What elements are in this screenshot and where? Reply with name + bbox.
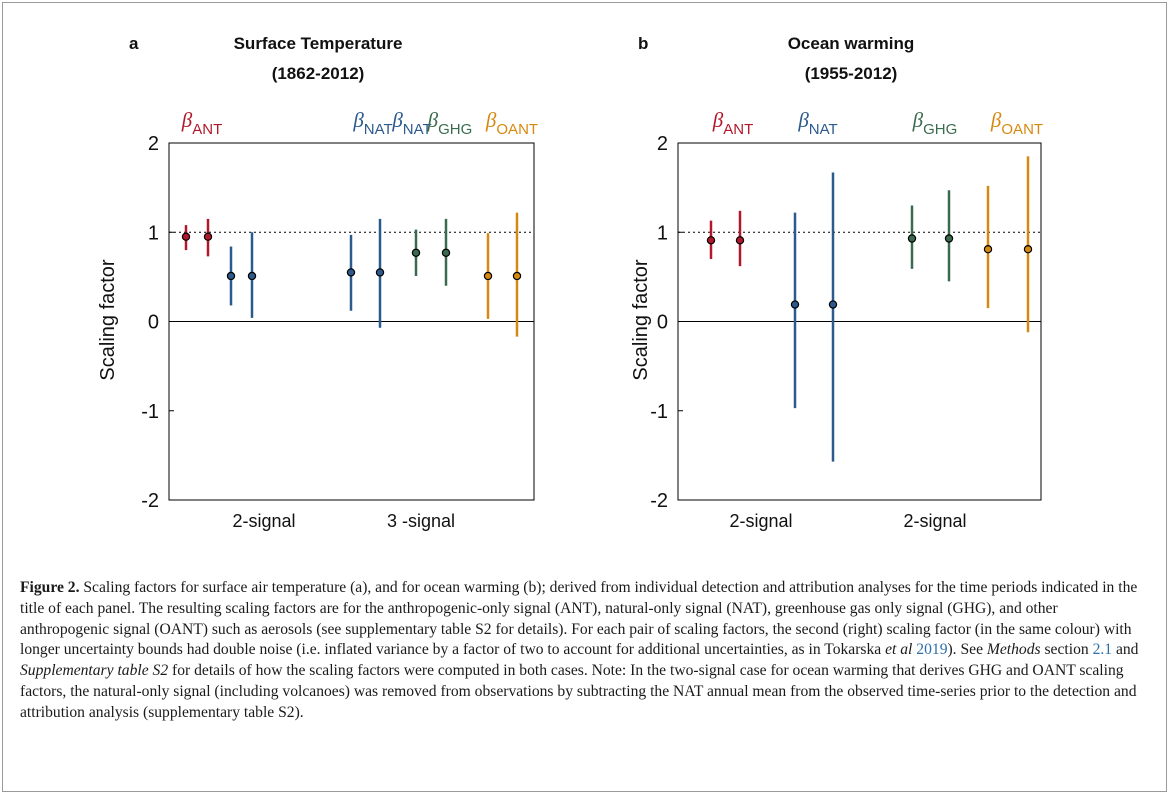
panel-a-beta-label-oant: βOANT xyxy=(485,108,538,138)
panel-b-ytick-label: 0 xyxy=(657,312,668,334)
panel-b-best-estimate-nat xyxy=(828,300,838,309)
panel-a-ytick-label: -1 xyxy=(141,401,159,423)
panel-b-beta-label-ant: βANT xyxy=(712,108,753,138)
panel-b-ytick-label: -1 xyxy=(650,401,668,423)
caption-methods: Methods xyxy=(986,641,1041,659)
caption-text-5: for details of how the scaling factors w… xyxy=(20,662,1137,721)
panel-a-group-label-2: 3 -signal xyxy=(387,511,455,531)
panel-a-ytick-label: 1 xyxy=(148,222,159,244)
panel-b-best-estimate-ghg xyxy=(944,234,954,243)
panel-a-best-estimate-ghg xyxy=(441,248,451,257)
panel-b-best-estimate-nat xyxy=(790,300,800,309)
panel-a-best-estimate-ant xyxy=(203,232,213,241)
panel-a-best-estimate-ant xyxy=(181,232,191,241)
caption-text-4: and xyxy=(1112,641,1139,659)
panel-a-best-estimate-oant xyxy=(512,271,522,281)
panel-b-best-estimate-oant xyxy=(983,245,993,254)
caption-supplementary: Supplementary table S2 xyxy=(20,662,169,680)
panel-a-ytick-label: 0 xyxy=(148,312,159,334)
panel-a-best-estimate-nat xyxy=(247,271,257,281)
panel-a-beta-label-ant: βANT xyxy=(181,108,222,138)
panel-b-beta-label-oant: βOANT xyxy=(990,108,1043,138)
panel-b-beta-label-ghg: βGHG xyxy=(912,108,958,138)
panel-a-best-estimate-nat xyxy=(375,268,385,277)
panel-b-ytick-label: -2 xyxy=(650,490,668,512)
panel-a-best-estimate-oant xyxy=(483,271,493,281)
panel-a-best-estimate-ghg xyxy=(411,248,421,257)
panel-b: b Ocean warming (1955-2012) Scaling fact… xyxy=(630,34,967,531)
caption-section-link[interactable]: 2.1 xyxy=(1092,641,1113,659)
panel-a-best-estimate-nat xyxy=(226,271,236,281)
panel-b-letter: b xyxy=(638,34,648,53)
caption-label: Figure 2. xyxy=(20,579,80,596)
panel-a-beta-label-ghg: βGHG xyxy=(427,108,473,138)
panel-a-ylabel: Scaling factor xyxy=(97,259,119,381)
panel-a-title: Surface Temperature xyxy=(234,34,403,53)
panel-b-subtitle: (1955-2012) xyxy=(805,64,898,83)
panel-b-ytick-label: 1 xyxy=(657,222,668,244)
panel-b-best-estimate-ant xyxy=(735,236,745,245)
panel-b-best-estimate-ant xyxy=(706,236,716,245)
caption-text-1: Scaling factors for surface air temperat… xyxy=(20,579,1138,659)
panel-a-letter: a xyxy=(129,34,139,53)
caption-text-2: ). See xyxy=(947,641,987,659)
panel-b-ytick-label: 2 xyxy=(657,133,668,155)
panel-a-beta-label-nat: βNAT xyxy=(391,108,431,138)
panel-a-best-estimate-nat xyxy=(346,268,356,277)
panel-b-group-label-2: 2-signal xyxy=(903,511,966,531)
panel-b-group-label-1: 2-signal xyxy=(729,511,792,531)
panel-a: a Surface Temperature (1862-2012) Scalin… xyxy=(97,34,455,531)
panel-b-best-estimate-oant xyxy=(1023,245,1033,254)
figure-caption: Figure 2. Scaling factors for surface ai… xyxy=(20,578,1150,724)
panel-b-title: Ocean warming xyxy=(788,34,915,53)
panel-a-beta-label-nat: βNAT xyxy=(352,108,392,138)
caption-citation-link[interactable]: 2019 xyxy=(916,641,948,659)
panel-a-subtitle: (1862-2012) xyxy=(272,64,365,83)
caption-text-3: section xyxy=(1040,641,1093,659)
panel-b-marks: -2 -1 0 1 2 βANT βNAT βGHG βOANT xyxy=(650,108,1043,512)
panel-b-ylabel: Scaling factor xyxy=(630,259,652,381)
caption-etal: et al xyxy=(885,641,913,659)
panel-b-beta-label-nat: βNAT xyxy=(797,108,837,138)
panel-b-best-estimate-ghg xyxy=(907,234,917,243)
panel-a-ytick-label: 2 xyxy=(148,133,159,155)
panel-a-group-label-1: 2-signal xyxy=(232,511,295,531)
panel-a-ytick-label: -2 xyxy=(141,490,159,512)
